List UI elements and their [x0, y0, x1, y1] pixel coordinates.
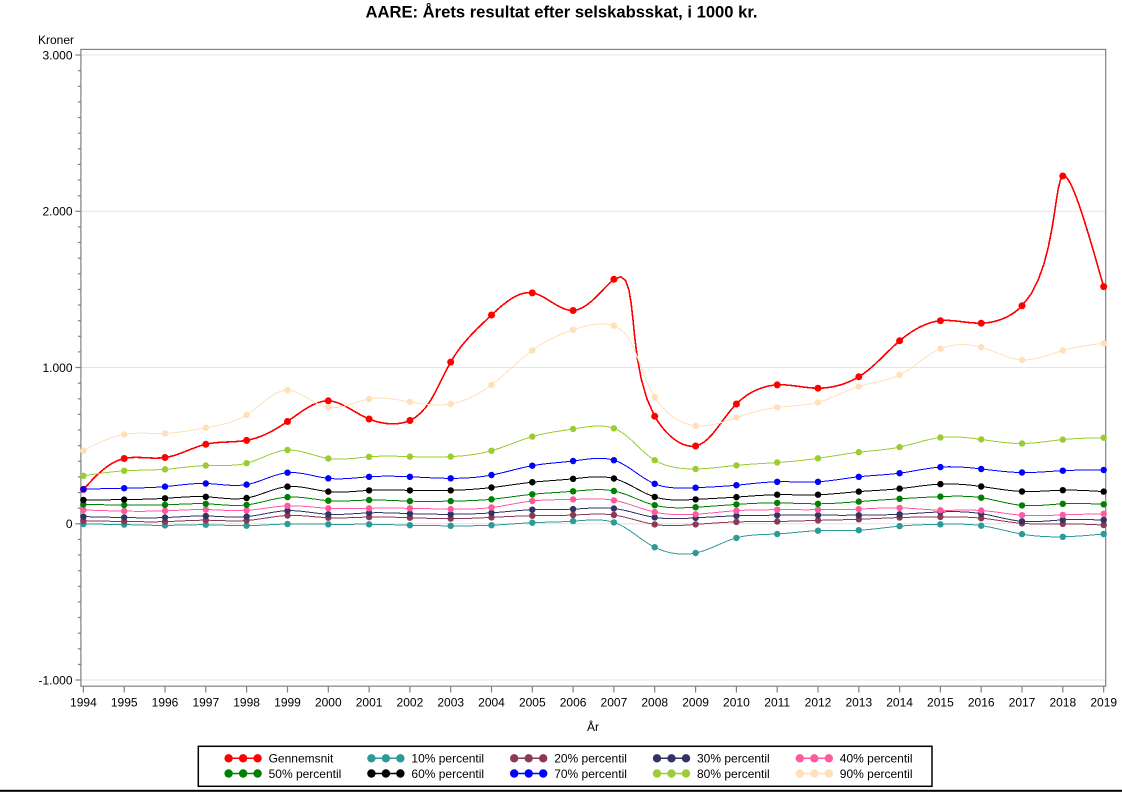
svg-text:1.000: 1.000 [42, 361, 72, 375]
svg-text:1994: 1994 [70, 696, 97, 710]
svg-text:2011: 2011 [764, 696, 790, 710]
svg-text:20% percentil: 20% percentil [554, 752, 627, 766]
svg-text:0: 0 [66, 517, 73, 531]
svg-text:1997: 1997 [192, 696, 219, 710]
svg-text:70% percentil: 70% percentil [554, 767, 627, 781]
svg-text:2013: 2013 [845, 696, 872, 710]
svg-text:1999: 1999 [274, 696, 301, 710]
svg-text:År: År [587, 719, 599, 734]
svg-text:Gennemsnit: Gennemsnit [269, 752, 334, 766]
svg-text:2000: 2000 [315, 696, 342, 710]
svg-text:2002: 2002 [397, 696, 424, 710]
svg-text:2016: 2016 [968, 696, 995, 710]
svg-text:80% percentil: 80% percentil [697, 767, 770, 781]
svg-text:2009: 2009 [682, 696, 709, 710]
svg-text:60% percentil: 60% percentil [411, 767, 484, 781]
svg-text:2012: 2012 [805, 696, 832, 710]
svg-text:2019: 2019 [1090, 696, 1117, 710]
svg-text:2015: 2015 [927, 696, 954, 710]
svg-text:2014: 2014 [886, 696, 913, 710]
svg-text:50% percentil: 50% percentil [269, 767, 342, 781]
svg-text:2004: 2004 [478, 696, 505, 710]
svg-text:2.000: 2.000 [42, 205, 72, 219]
svg-text:-1.000: -1.000 [38, 673, 72, 687]
svg-text:90% percentil: 90% percentil [840, 767, 913, 781]
svg-text:30% percentil: 30% percentil [697, 752, 770, 766]
svg-text:2017: 2017 [1009, 696, 1036, 710]
svg-text:2007: 2007 [601, 696, 628, 710]
svg-text:1998: 1998 [233, 696, 260, 710]
svg-text:2008: 2008 [641, 696, 668, 710]
svg-text:1995: 1995 [111, 696, 138, 710]
svg-text:40% percentil: 40% percentil [840, 752, 913, 766]
svg-text:1996: 1996 [152, 696, 179, 710]
svg-text:2005: 2005 [519, 696, 546, 710]
svg-text:2001: 2001 [356, 696, 383, 710]
svg-text:2018: 2018 [1049, 696, 1076, 710]
svg-text:Kroner: Kroner [38, 33, 74, 47]
svg-text:10% percentil: 10% percentil [411, 752, 484, 766]
svg-text:3.000: 3.000 [42, 48, 72, 62]
svg-text:2006: 2006 [560, 696, 587, 710]
svg-text:2010: 2010 [723, 696, 750, 710]
svg-text:2003: 2003 [437, 696, 464, 710]
svg-text:AARE: Årets resultat efter sel: AARE: Årets resultat efter selskabsskat,… [366, 2, 758, 21]
